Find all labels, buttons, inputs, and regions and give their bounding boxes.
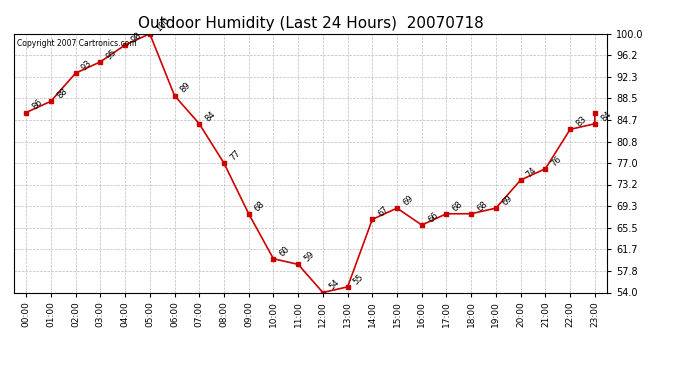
Text: 60: 60 [277, 244, 291, 258]
Text: 68: 68 [253, 199, 267, 213]
Text: 84: 84 [599, 109, 613, 123]
Text: 69: 69 [500, 194, 514, 207]
Text: 83: 83 [574, 115, 589, 129]
Text: 84: 84 [204, 109, 217, 123]
Text: 59: 59 [302, 250, 316, 264]
Text: 68: 68 [475, 199, 489, 213]
Text: 68: 68 [451, 199, 464, 213]
Text: 77: 77 [228, 148, 242, 162]
Text: 98: 98 [129, 30, 143, 44]
Text: 86: 86 [30, 98, 44, 112]
Text: 66: 66 [426, 210, 440, 224]
Title: Outdoor Humidity (Last 24 Hours)  20070718: Outdoor Humidity (Last 24 Hours) 2007071… [137, 16, 484, 31]
Text: 54: 54 [327, 278, 341, 292]
Text: 74: 74 [525, 165, 539, 179]
Text: Copyright 2007 Cartronics.com: Copyright 2007 Cartronics.com [17, 39, 137, 48]
Text: 67: 67 [377, 205, 391, 219]
Text: 95: 95 [104, 47, 118, 61]
Text: 93: 93 [80, 58, 94, 72]
Text: 88: 88 [55, 87, 69, 100]
Text: 89: 89 [179, 81, 193, 95]
Text: 100: 100 [154, 15, 171, 33]
Text: 76: 76 [549, 154, 564, 168]
Text: 69: 69 [401, 194, 415, 207]
Text: 55: 55 [352, 272, 366, 286]
